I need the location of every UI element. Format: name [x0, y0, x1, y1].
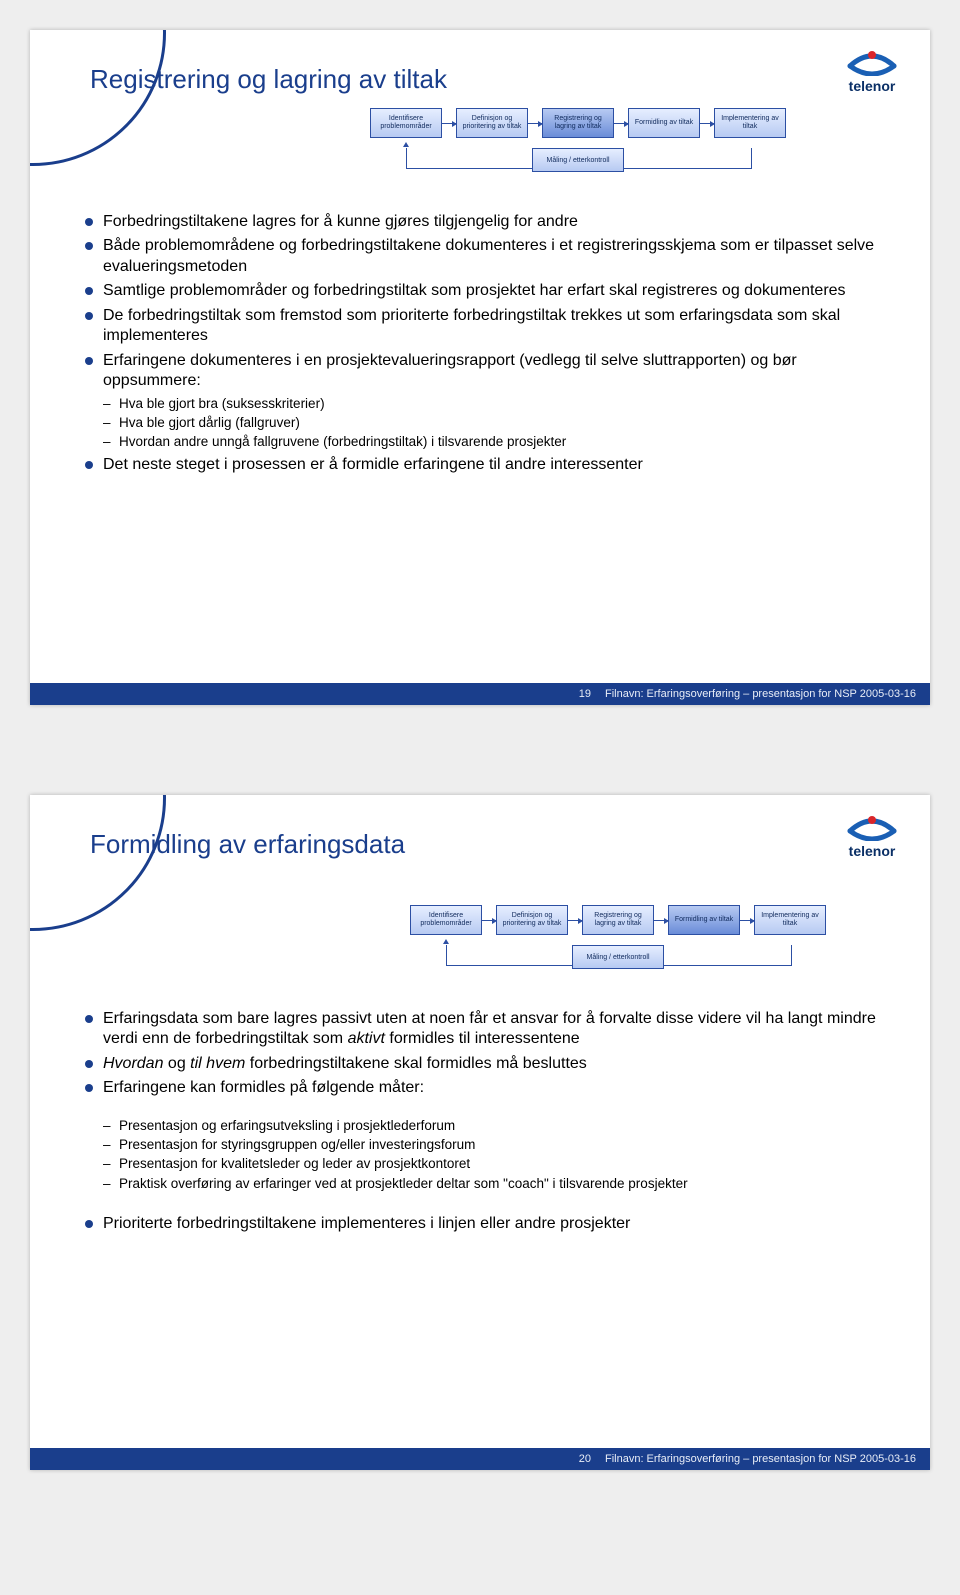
slide-title: Formidling av erfaringsdata	[90, 829, 405, 860]
bullet-text: Både problemområdene og forbedringstilta…	[103, 237, 874, 274]
sub-bullet-item: Presentasjon for kvalitetsleder og leder…	[103, 1155, 890, 1172]
sub-bullet-item: Hvordan andre unngå fallgruvene (forbedr…	[103, 433, 890, 450]
sub-bullet-item: Hva ble gjort dårlig (fallgruver)	[103, 414, 890, 431]
flow-arrow	[442, 123, 456, 124]
page-number: 19	[579, 688, 591, 700]
sub-bullet-item: Presentasjon for styringsgruppen og/elle…	[103, 1136, 890, 1153]
sub-bullet-list: Hva ble gjort bra (suksesskriterier) Hva …	[103, 395, 890, 451]
bullet-list: Forbedringstiltakene lagres for å kunne …	[85, 212, 890, 475]
brand-name: telenor	[844, 843, 900, 859]
flow-step-1: Definisjon og prioritering av tiltak	[456, 108, 528, 138]
bullet-item: Prioriterte forbedringstiltakene impleme…	[85, 1214, 890, 1234]
sub-bullet-list: Presentasjon og erfaringsutveksling i pr…	[103, 1117, 890, 1192]
bullet-item: Både problemområdene og forbedringstilta…	[85, 236, 890, 277]
flow-step-4: Implementering av tiltak	[754, 905, 826, 935]
bullet-item: Erfaringsdata som bare lagres passivt ut…	[85, 1009, 890, 1050]
sub-bullet-item: Praktisk overføring av erfaringer ved at…	[103, 1175, 890, 1192]
sub-bullet-item: Hva ble gjort bra (suksesskriterier)	[103, 395, 890, 412]
bullet-item: De forbedringstiltak som fremstod som pr…	[85, 306, 890, 347]
process-flow: Identifisere problemområder Definisjon og…	[410, 905, 826, 975]
brand-name: telenor	[844, 78, 900, 94]
flow-arrow	[568, 920, 582, 921]
bullet-text: Erfaringsdata som bare lagres passivt ut…	[103, 1010, 876, 1047]
brand-logo: telenor	[844, 807, 900, 859]
slide-footer: 20 Filnavn: Erfaringsoverføring – presen…	[30, 1448, 930, 1470]
slide: Registrering og lagring av tiltak teleno…	[30, 30, 930, 705]
bullet-item: Hvordan og til hvem forbedringstiltakene…	[85, 1054, 890, 1074]
bullet-item: Erfaringene dokumenteres i en prosjektev…	[85, 351, 890, 451]
flow-arrow	[614, 123, 628, 124]
flow-step-3: Formidling av tiltak	[668, 905, 740, 935]
flow-arrow	[528, 123, 542, 124]
corner-decoration	[30, 30, 166, 166]
bullet-item: Samtlige problemområder og forbedringsti…	[85, 281, 890, 301]
telenor-logo-mark	[844, 807, 900, 841]
slide-title: Registrering og lagring av tiltak	[90, 64, 447, 95]
flow-step-1: Definisjon og prioritering av tiltak	[496, 905, 568, 935]
telenor-logo-mark	[844, 42, 900, 76]
slide-content: Forbedringstiltakene lagres for å kunne …	[85, 212, 890, 479]
slide-footer: 19 Filnavn: Erfaringsoverføring – presen…	[30, 683, 930, 705]
bullet-text: Erfaringene kan formidles på følgende må…	[103, 1079, 424, 1096]
flow-step-3: Formidling av tiltak	[628, 108, 700, 138]
bullet-text: Samtlige problemområder og forbedringsti…	[103, 282, 846, 299]
flow-arrow	[740, 920, 754, 921]
bullet-text: Prioriterte forbedringstiltakene impleme…	[103, 1215, 630, 1232]
flow-feedback-box: Måling / etterkontroll	[532, 148, 624, 172]
bullet-item: Erfaringene kan formidles på følgende må…	[85, 1078, 890, 1192]
bullet-text: Det neste steget i prosessen er å formid…	[103, 456, 643, 473]
process-flow: Identifisere problemområder Definisjon og…	[370, 108, 786, 178]
bullet-list: Erfaringsdata som bare lagres passivt ut…	[85, 1009, 890, 1234]
bullet-item: Det neste steget i prosessen er å formid…	[85, 455, 890, 475]
bullet-text: De forbedringstiltak som fremstod som pr…	[103, 307, 840, 344]
flow-feedback-box: Måling / etterkontroll	[572, 945, 664, 969]
flow-arrow	[482, 920, 496, 921]
brand-logo: telenor	[844, 42, 900, 94]
flow-arrow	[654, 920, 668, 921]
footer-text: Filnavn: Erfaringsoverføring – presentas…	[605, 688, 916, 700]
corner-decoration	[30, 795, 166, 931]
sub-bullet-item: Presentasjon og erfaringsutveksling i pr…	[103, 1117, 890, 1134]
flow-step-2: Registrering og lagring av tiltak	[582, 905, 654, 935]
page-number: 20	[579, 1453, 591, 1465]
bullet-item: Forbedringstiltakene lagres for å kunne …	[85, 212, 890, 232]
flow-step-0: Identifisere problemområder	[370, 108, 442, 138]
footer-text: Filnavn: Erfaringsoverføring – presentas…	[605, 1453, 916, 1465]
slide-content: Erfaringsdata som bare lagres passivt ut…	[85, 1009, 890, 1238]
flow-step-4: Implementering av tiltak	[714, 108, 786, 138]
bullet-text: Forbedringstiltakene lagres for å kunne …	[103, 213, 578, 230]
slide: Formidling av erfaringsdata telenor Iden…	[30, 795, 930, 1470]
bullet-text: Hvordan og til hvem forbedringstiltakene…	[103, 1055, 587, 1072]
bullet-text: Erfaringene dokumenteres i en prosjektev…	[103, 352, 797, 389]
flow-arrow	[700, 123, 714, 124]
flow-step-0: Identifisere problemområder	[410, 905, 482, 935]
flow-step-2: Registrering og lagring av tiltak	[542, 108, 614, 138]
